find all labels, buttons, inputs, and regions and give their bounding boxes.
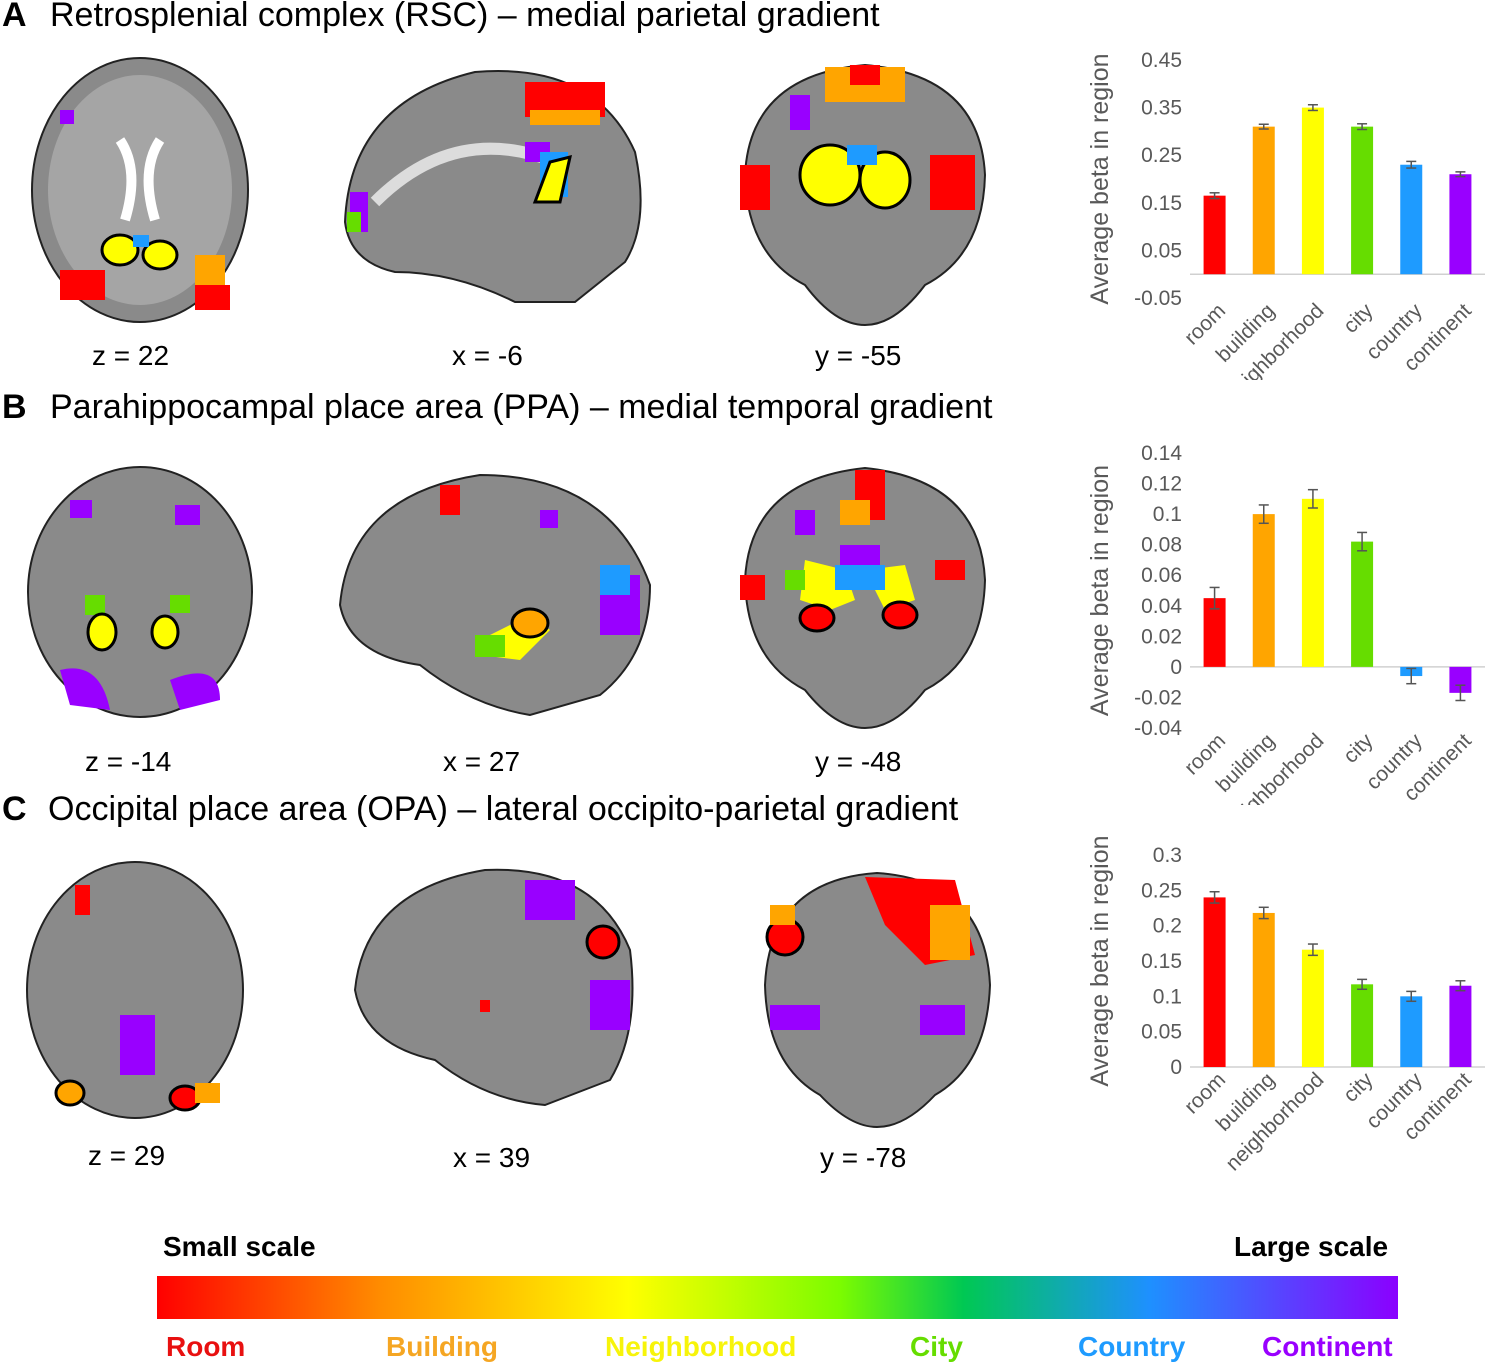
- bar-room: [1203, 897, 1226, 1067]
- y-tick-label: 0.25: [1141, 879, 1182, 902]
- y-tick-label: 0.25: [1141, 144, 1182, 167]
- scale-category-country: Country: [1078, 1331, 1186, 1362]
- scale-gradient-bar: [157, 1276, 1398, 1319]
- scale-category-continent: Continent: [1262, 1331, 1393, 1362]
- scale-category-neighborhood: Neighborhood: [605, 1331, 797, 1362]
- bar-room: [1203, 598, 1226, 667]
- y-tick-label: 0.45: [1141, 49, 1182, 72]
- y-tick-label: 0.05: [1141, 1021, 1182, 1044]
- panel-b-title: Parahippocampal place area (PPA) – media…: [50, 388, 993, 426]
- y-tick-label: 0.15: [1141, 192, 1182, 215]
- brain-slice-c-axial: [26, 861, 244, 1119]
- y-tick-label: -0.04: [1134, 717, 1182, 740]
- y-tick-label: 0.02: [1141, 625, 1182, 648]
- scale-category-building: Building: [386, 1331, 498, 1362]
- bar-chart-rsc: -0.05 0.05 0.15 0.25 0.35 0.45 Average beta in…: [1086, 49, 1485, 380]
- y-tick-label: 0: [1170, 1056, 1182, 1079]
- bar-building: [1252, 912, 1275, 1067]
- bar-neighborhood: [1301, 949, 1324, 1067]
- slice-label-c-1: z = 29: [88, 1140, 166, 1171]
- y-tick-label: 0.1: [1153, 503, 1182, 526]
- y-tick-label: 0.05: [1141, 239, 1182, 262]
- y-axis-label: Average beta in region: [1086, 53, 1114, 304]
- bar-chart-opa: 0 0.05 0.1 0.15 0.2 0.25 0.3 Average beta in re…: [1086, 835, 1485, 1175]
- scale-category-room: Room: [166, 1331, 246, 1362]
- y-tick-label: 0.35: [1141, 97, 1182, 120]
- y-tick-label: -0.05: [1134, 287, 1182, 310]
- bar-continent: [1449, 174, 1472, 275]
- slice-label-a-3: y = -55: [815, 340, 902, 371]
- y-axis-label: Average beta in region: [1086, 835, 1114, 1086]
- bar-chart-ppa: -0.04 -0.02 0 0.02 0.04 0.06 0.08 0.1 0.12 0.14 Av…: [1086, 442, 1485, 805]
- y-tick-label: 0.15: [1141, 950, 1182, 973]
- x-tick-label: city: [1339, 299, 1378, 338]
- slice-label-a-1: z = 22: [92, 340, 170, 371]
- scale-category-city: City: [910, 1331, 963, 1362]
- brain-slice-b-coronal: [740, 466, 987, 730]
- bar-country: [1400, 996, 1423, 1067]
- brain-slice-a-coronal: [740, 63, 987, 327]
- brain-slice-a-sagittal: [343, 70, 642, 303]
- y-tick-label: 0.3: [1153, 844, 1182, 867]
- x-tick-label: city: [1339, 1068, 1378, 1107]
- brain-slice-b-sagittal: [338, 473, 652, 717]
- y-tick-label: 0.14: [1141, 442, 1182, 465]
- y-tick-label: 0.1: [1153, 985, 1182, 1008]
- brain-slice-c-sagittal: [353, 868, 634, 1107]
- x-tick-label: city: [1339, 729, 1378, 768]
- panel-a-letter: A: [2, 0, 27, 34]
- bar-continent: [1449, 985, 1472, 1067]
- y-tick-label: 0.08: [1141, 534, 1182, 557]
- bar-room: [1203, 195, 1226, 275]
- brain-slice-c-coronal: [763, 871, 992, 1129]
- y-axis-label: Average beta in region: [1086, 465, 1114, 716]
- slice-label-c-2: x = 39: [453, 1142, 531, 1173]
- y-tick-label: 0.04: [1141, 595, 1182, 618]
- bar-city: [1351, 984, 1374, 1067]
- slice-label-a-2: x = -6: [452, 340, 523, 371]
- bar-city: [1351, 126, 1374, 275]
- panel-c-letter: C: [2, 790, 27, 828]
- bar-building: [1252, 514, 1275, 667]
- scale-left-label: Small scale: [163, 1231, 316, 1262]
- bar-country: [1400, 164, 1423, 275]
- brain-slice-a-axial: [31, 57, 249, 323]
- slice-label-b-2: x = 27: [443, 746, 521, 777]
- bar-neighborhood: [1301, 498, 1324, 667]
- slice-label-b-1: z = -14: [85, 746, 172, 777]
- y-tick-label: 0.2: [1153, 915, 1182, 938]
- panel-c-title: Occipital place area (OPA) – lateral occ…: [48, 790, 959, 828]
- y-tick-label: -0.02: [1134, 686, 1182, 709]
- bar-continent: [1449, 666, 1472, 693]
- scale-right-label: Large scale: [1234, 1231, 1389, 1262]
- panel-b-letter: B: [2, 388, 27, 426]
- bar-neighborhood: [1301, 107, 1324, 275]
- bar-building: [1252, 126, 1275, 275]
- bar-city: [1351, 541, 1374, 667]
- y-tick-label: 0.12: [1141, 473, 1182, 496]
- slice-label-c-3: y = -78: [820, 1142, 907, 1173]
- slice-label-b-3: y = -48: [815, 746, 902, 777]
- panel-a-title: Retrosplenial complex (RSC) – medial par…: [50, 0, 880, 34]
- y-tick-label: 0.06: [1141, 564, 1182, 587]
- y-tick-label: 0: [1170, 656, 1182, 679]
- brain-slice-b-axial: [27, 466, 253, 718]
